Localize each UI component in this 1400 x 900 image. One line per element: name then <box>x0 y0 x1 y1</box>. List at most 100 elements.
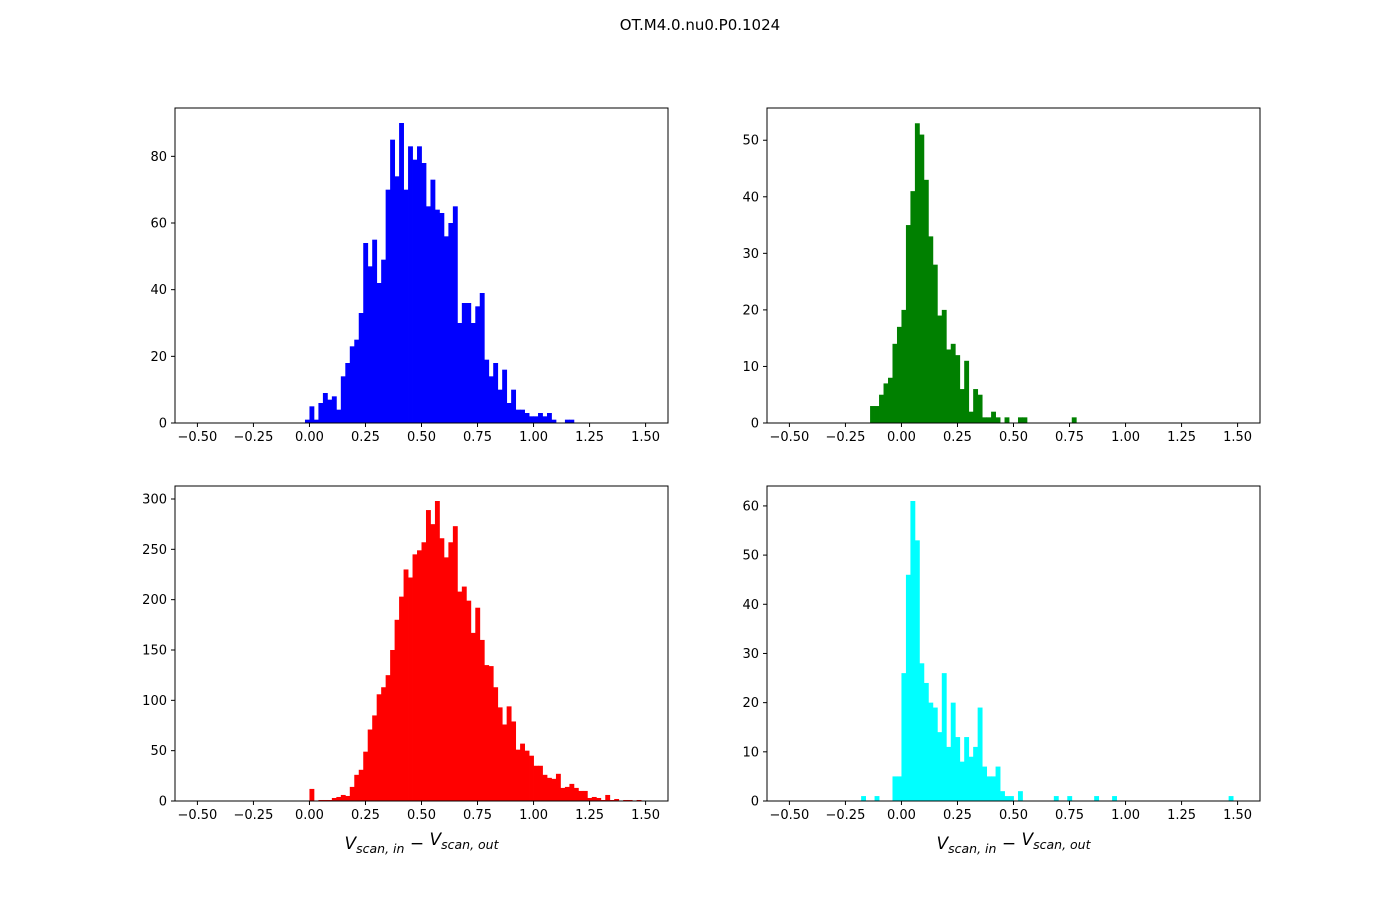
histogram-bar <box>551 419 557 423</box>
histogram-bar <box>439 538 445 801</box>
histogram-bar <box>1017 417 1023 423</box>
histogram-bar <box>475 607 481 801</box>
histogram-bar <box>434 501 440 801</box>
histogram-bar <box>955 737 961 801</box>
x-tick-label: 0.00 <box>295 808 324 823</box>
histogram-bar <box>1112 796 1117 801</box>
histogram-bar <box>538 413 543 423</box>
x-tick-label: 0.50 <box>407 808 436 823</box>
histogram-bar <box>564 419 570 423</box>
histogram-bar <box>421 163 427 423</box>
histogram-bar <box>520 743 525 801</box>
histogram-bar <box>340 794 346 801</box>
x-axis-label-main2: V <box>1021 830 1034 850</box>
histogram-bar <box>363 243 369 423</box>
histogram-bar <box>511 389 517 423</box>
histogram-bar <box>345 363 351 423</box>
histogram-bar <box>417 550 422 801</box>
histogram-bar <box>309 406 315 423</box>
histogram-bar <box>345 795 351 801</box>
histogram-bar <box>443 557 449 801</box>
histogram-bar <box>488 376 494 423</box>
histogram-bar <box>497 707 503 801</box>
histogram-bar <box>403 569 409 801</box>
histogram-bar <box>968 756 974 801</box>
y-tick-label: 50 <box>742 134 759 149</box>
histogram-bar <box>381 259 387 423</box>
histogram-bar <box>914 540 920 801</box>
histogram-bar <box>923 682 929 801</box>
histogram-bar <box>542 416 548 423</box>
x-tick-label: 1.00 <box>1111 430 1140 445</box>
histogram-bar <box>421 542 427 801</box>
histogram-bar <box>434 209 440 423</box>
histogram-bar <box>331 797 337 801</box>
y-tick-label: 50 <box>150 744 167 759</box>
bars <box>870 123 1077 424</box>
histogram-bar <box>573 787 579 801</box>
bars <box>309 501 642 801</box>
histogram-panel-bottom-left: −0.50 −0.25 0.00 0.25 0.50 0.75 1.00 1.25 1.50 0 5… <box>142 485 669 856</box>
x-axis-label-sub2: scan, out <box>441 837 499 852</box>
histogram-bar <box>928 236 934 423</box>
x-tick-label: 0.25 <box>351 808 380 823</box>
histogram-bar <box>941 309 947 423</box>
histogram-bar <box>605 794 611 801</box>
histogram-bar <box>425 206 431 423</box>
x-tick-label: −0.50 <box>177 808 217 823</box>
histogram-bar <box>430 524 436 801</box>
x-tick-label: 0.00 <box>887 808 916 823</box>
x-tick-label: 1.25 <box>1167 430 1196 445</box>
histogram-bar <box>336 409 342 423</box>
histogram-bar <box>609 799 615 801</box>
histogram-bar <box>919 663 925 801</box>
histogram-bar <box>1071 417 1077 423</box>
y-tick-label: 30 <box>742 247 759 262</box>
histogram-bar <box>923 179 929 423</box>
histogram-bar <box>874 406 880 423</box>
x-tick-label: 0.25 <box>351 430 380 445</box>
histogram-bar <box>627 799 633 801</box>
histogram-bar <box>381 687 387 801</box>
histogram-bar <box>385 189 391 423</box>
histogram-bar <box>417 146 422 424</box>
x-axis-label-main2: V <box>429 830 442 850</box>
histogram-bar <box>363 751 369 801</box>
x-axis-label: Vscan, in − Vscan, out <box>344 830 499 856</box>
histogram-bar <box>372 715 378 801</box>
histogram-panel-top-right: −0.50 −0.25 0.00 0.25 0.50 0.75 1.00 1.25 1.50 0 1… <box>742 107 1261 445</box>
histogram-bar <box>443 236 449 423</box>
histogram-bar <box>955 355 961 423</box>
histogram-bar <box>484 665 490 801</box>
histogram-bar <box>892 776 898 801</box>
histogram-bar <box>555 773 561 801</box>
bars <box>861 501 1234 801</box>
histogram-bar <box>1004 417 1010 423</box>
histogram-bar <box>937 315 943 423</box>
x-tick-label: −0.25 <box>234 808 274 823</box>
histogram-bar <box>399 596 404 801</box>
histogram-bar <box>354 774 360 801</box>
histogram-bar <box>448 542 454 801</box>
histogram-bar <box>623 799 629 801</box>
histogram-bar <box>520 409 525 423</box>
y-tick-label: 200 <box>142 593 167 608</box>
histogram-bar <box>614 798 620 801</box>
histogram-bar <box>1000 791 1005 801</box>
y-tick-label: 30 <box>742 647 759 662</box>
histogram-bar <box>964 360 970 423</box>
x-tick-label: 1.00 <box>1111 808 1140 823</box>
x-tick-label: −0.50 <box>177 430 217 445</box>
histogram-bar <box>596 797 602 801</box>
histogram-bar <box>546 777 552 801</box>
histogram-bar <box>318 799 324 801</box>
x-tick-label: 0.00 <box>295 430 324 445</box>
histogram-panel-bottom-right: −0.50 −0.25 0.00 0.25 0.50 0.75 1.00 1.25 1.50 0 1… <box>742 485 1261 856</box>
histogram-panel-top-left: −0.50 −0.25 0.00 0.25 0.50 0.75 1.00 1.25 1.50 0 2… <box>150 107 669 445</box>
histogram-bar <box>412 159 418 423</box>
histogram-bar <box>1004 796 1010 801</box>
histogram-bar <box>941 673 947 801</box>
histogram-bar <box>403 189 409 423</box>
histogram-bar <box>946 349 952 423</box>
y-tick-label: 60 <box>150 217 167 232</box>
